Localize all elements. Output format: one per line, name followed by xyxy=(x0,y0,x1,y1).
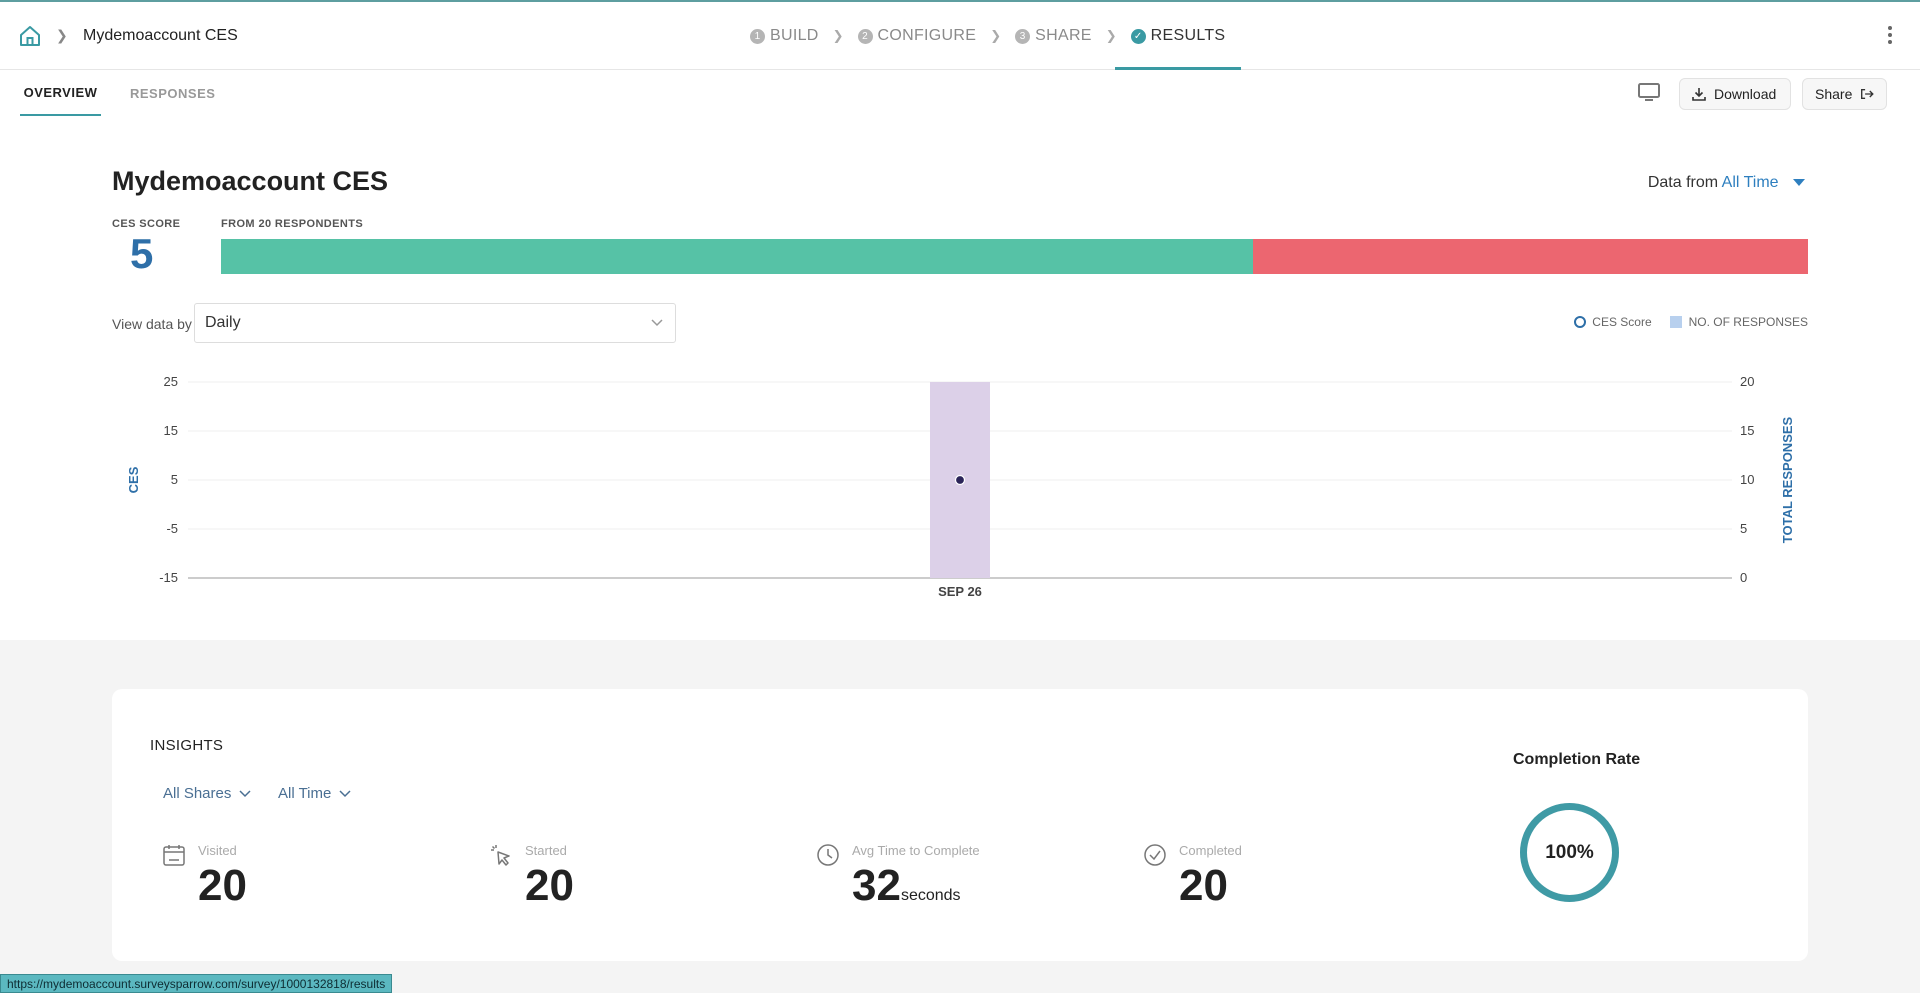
y2-tick-label: 15 xyxy=(1740,423,1754,438)
step-number: 3 xyxy=(1015,28,1031,44)
stat-label: Completed xyxy=(1179,843,1242,858)
chart-legend: CES Score NO. OF RESPONSES xyxy=(1574,315,1808,329)
clock-icon xyxy=(817,844,839,866)
legend-responses: NO. OF RESPONSES xyxy=(1688,315,1808,329)
view-data-by-select[interactable]: Daily xyxy=(194,303,676,343)
stat-visited: Visited 20 xyxy=(162,843,442,913)
stat-unit: seconds xyxy=(900,887,961,904)
data-from-value: All Time xyxy=(1721,174,1779,191)
stat-value: 20 xyxy=(525,861,574,910)
step-build[interactable]: 1 BUILD xyxy=(750,2,819,70)
chevron-down-icon xyxy=(339,789,351,797)
monitor-icon[interactable] xyxy=(1638,83,1660,103)
calendar-icon xyxy=(163,845,185,866)
status-bar-url: https://mydemoaccount.surveysparrow.com/… xyxy=(0,974,393,993)
y-tick-label: 25 xyxy=(164,374,178,389)
view-data-by-value: Daily xyxy=(205,314,241,331)
tab-overview[interactable]: OVERVIEW xyxy=(20,70,101,116)
survey-steps: 1 BUILD ❯ 2 CONFIGURE ❯ 3 SHARE ❯ ✓ RESU… xyxy=(750,2,1242,70)
stat-completed: Completed 20 xyxy=(1143,843,1423,913)
step-label: RESULTS xyxy=(1150,27,1226,44)
ces-score-point xyxy=(954,474,966,486)
step-share[interactable]: 3 SHARE xyxy=(1015,2,1092,70)
more-options-icon[interactable] xyxy=(1888,26,1892,44)
y2-tick-label: 5 xyxy=(1740,521,1747,536)
home-icon[interactable] xyxy=(18,24,42,48)
step-label: BUILD xyxy=(770,27,819,44)
check-circle-icon: ✓ xyxy=(1130,28,1146,44)
share-label: Share xyxy=(1815,86,1853,102)
chevron-down-icon xyxy=(239,789,251,797)
chevron-right-icon: ❯ xyxy=(832,28,844,43)
y2-tick-label: 10 xyxy=(1740,472,1754,487)
time-filter-value: All Time xyxy=(278,785,332,802)
download-label: Download xyxy=(1714,86,1777,102)
results-summary-panel: Mydemoaccount CES Data from All Time CES… xyxy=(0,118,1920,640)
respondents-label: FROM 20 RESPONDENTS xyxy=(221,218,364,230)
step-number: 2 xyxy=(857,28,873,44)
responses-legend-marker xyxy=(1669,316,1682,328)
ces-score-legend-marker xyxy=(1574,316,1587,328)
y-axis-label: CES xyxy=(126,466,141,493)
ces-negative-bar xyxy=(1253,239,1808,274)
share-exit-icon xyxy=(1861,89,1874,99)
chevron-right-icon: ❯ xyxy=(990,28,1002,43)
check-circle-icon xyxy=(1144,844,1166,866)
stat-avg-time: Avg Time to Complete 32seconds xyxy=(816,843,1096,913)
y2-tick-label: 0 xyxy=(1740,570,1747,585)
y-tick-label: -5 xyxy=(166,521,178,536)
insights-title: INSIGHTS xyxy=(150,737,224,754)
shares-filter-value: All Shares xyxy=(163,785,232,802)
ces-score-label: CES SCORE xyxy=(112,218,181,230)
results-subnav: OVERVIEW RESPONSES Download Share xyxy=(0,70,1920,118)
y2-axis-label: TOTAL RESPONSES xyxy=(1780,416,1795,543)
chevron-down-icon xyxy=(651,319,663,327)
data-from-label: Data from xyxy=(1647,174,1719,191)
stat-label: Avg Time to Complete xyxy=(852,843,980,858)
stat-label: Visited xyxy=(198,843,237,858)
stat-value: 20 xyxy=(1179,861,1228,910)
completion-rate-value: 100% xyxy=(1545,841,1594,863)
chevron-right-icon: ❯ xyxy=(1105,28,1117,43)
stat-label: Started xyxy=(525,843,567,858)
stat-value: 20 xyxy=(198,861,247,910)
legend-ces-score: CES Score xyxy=(1592,315,1652,329)
y-tick-label: 15 xyxy=(164,423,178,438)
view-data-by-label: View data by xyxy=(112,316,192,332)
top-bar: ❯ Mydemoaccount CES 1 BUILD ❯ 2 CONFIGUR… xyxy=(0,0,1920,70)
click-cursor-icon xyxy=(491,845,510,866)
page-title: Mydemoaccount CES xyxy=(112,166,389,196)
step-label: CONFIGURE xyxy=(877,27,977,44)
share-button[interactable]: Share xyxy=(1802,78,1887,110)
ces-trend-chart: 25 15 5 -5 -15 20 15 10 5 0 CES TOTAL RESPONSES SEP … xyxy=(126,374,1795,599)
step-number: 1 xyxy=(750,28,765,44)
stat-started: Started 20 xyxy=(489,843,769,913)
stat-value: 32seconds xyxy=(852,861,961,911)
y-tick-label: 5 xyxy=(171,472,178,487)
caret-down-icon xyxy=(1793,179,1805,187)
y-tick-label: -15 xyxy=(159,570,178,585)
tab-responses[interactable]: RESPONSES xyxy=(130,85,216,101)
completion-rate-title: Completion Rate xyxy=(1513,751,1641,768)
shares-filter[interactable]: All Shares xyxy=(163,785,251,802)
download-button[interactable]: Download xyxy=(1679,78,1791,110)
step-label: SHARE xyxy=(1035,27,1092,44)
data-from-filter[interactable]: Data from All Time xyxy=(1648,174,1805,192)
ces-score-value: 5 xyxy=(130,230,154,277)
stat-number: 32 xyxy=(852,861,901,910)
ces-positive-bar xyxy=(221,239,1253,274)
step-configure[interactable]: 2 CONFIGURE xyxy=(857,2,977,70)
completion-rate-ring xyxy=(1520,803,1619,902)
time-filter[interactable]: All Time xyxy=(278,785,351,802)
step-results[interactable]: ✓ RESULTS xyxy=(1114,2,1242,70)
breadcrumb-separator-icon: ❯ xyxy=(56,27,68,43)
breadcrumb-survey-title[interactable]: Mydemoaccount CES xyxy=(83,27,238,44)
x-tick-label: SEP 26 xyxy=(938,584,982,599)
insights-card: INSIGHTS All Shares All Time Visited 20 … xyxy=(112,689,1808,961)
download-icon xyxy=(1692,88,1706,101)
y2-tick-label: 20 xyxy=(1740,374,1754,389)
